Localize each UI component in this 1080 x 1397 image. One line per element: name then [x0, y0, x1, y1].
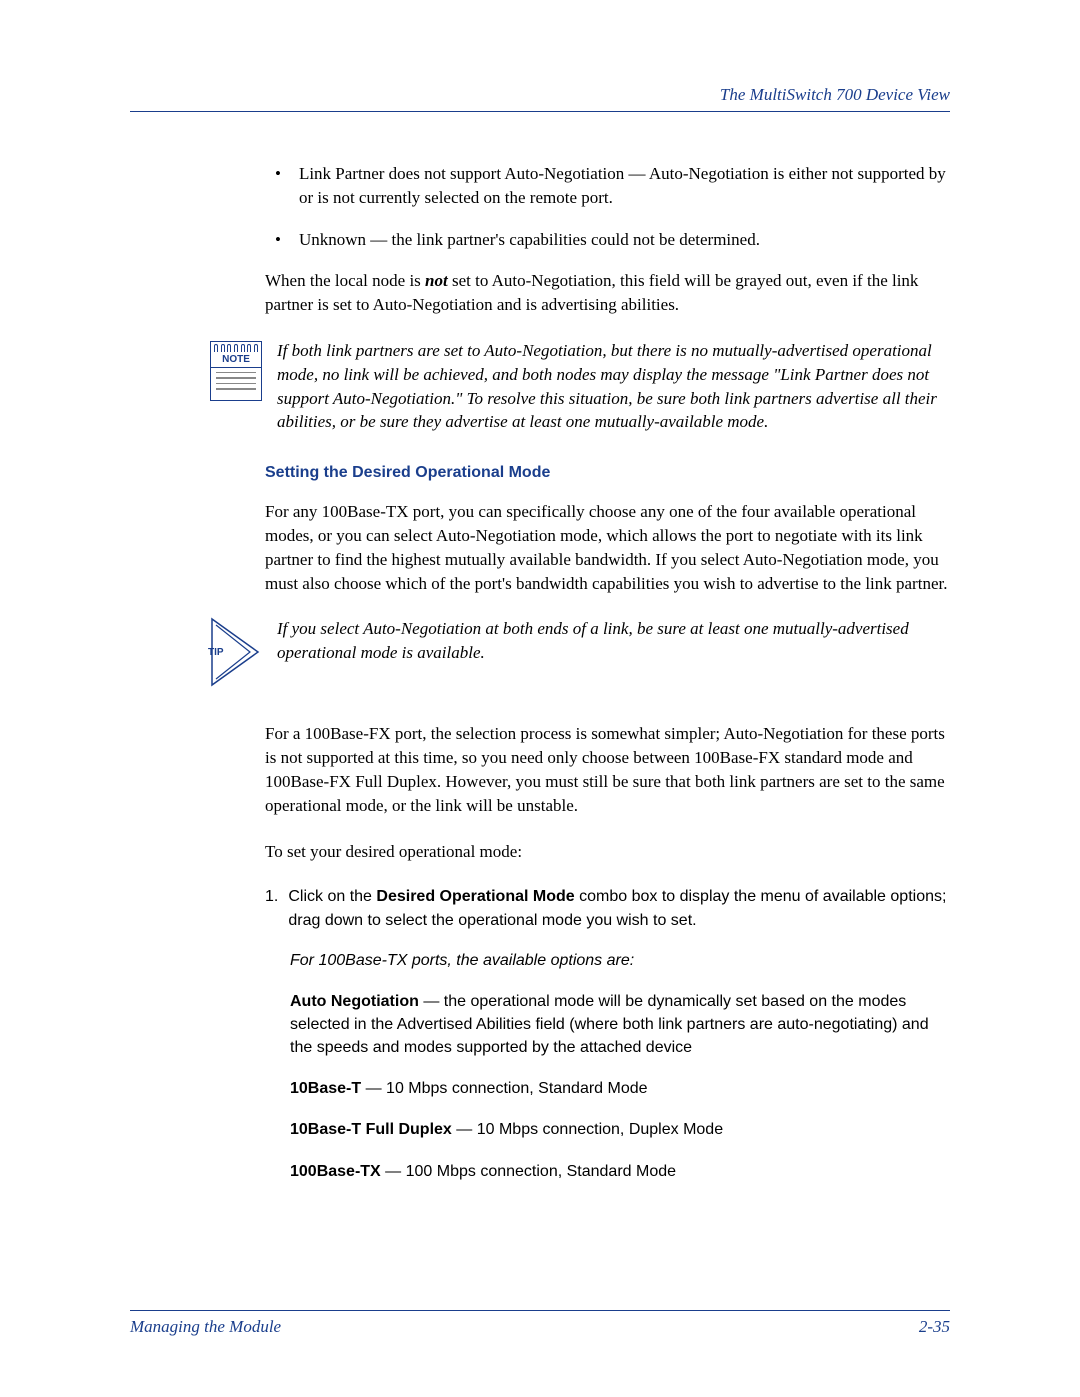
text-fragment: Click on the [288, 888, 376, 905]
header-title: The MultiSwitch 700 Device View [720, 85, 950, 104]
page-number: 2-35 [919, 1317, 950, 1337]
option-item: 100Base-TX — 100 Mbps connection, Standa… [290, 1160, 950, 1183]
footer-left: Managing the Module [130, 1317, 281, 1337]
bullet-item: • Link Partner does not support Auto-Neg… [265, 162, 950, 210]
text-fragment: When the local node is [265, 271, 425, 290]
option-label: 10Base-T [290, 1080, 361, 1097]
note-callout: NOTE If both link partners are set to Au… [210, 339, 950, 434]
paragraph: When the local node is not set to Auto-N… [265, 269, 950, 317]
tip-callout: TIP If you select Auto-Negotiation at bo… [210, 617, 950, 692]
option-label: 100Base-TX [290, 1163, 381, 1180]
option-desc: — 100 Mbps connection, Standard Mode [381, 1163, 676, 1180]
option-desc: — 10 Mbps connection, Standard Mode [361, 1080, 647, 1097]
option-label: Auto Negotiation [290, 993, 419, 1010]
bullet-text: Unknown — the link partner's capabilitie… [299, 228, 760, 252]
note-text: If both link partners are set to Auto-Ne… [277, 339, 950, 434]
option-label: 10Base-T Full Duplex [290, 1121, 452, 1138]
note-icon: NOTE [210, 341, 265, 434]
note-label: NOTE [211, 352, 261, 368]
paragraph: For a 100Base-FX port, the selection pro… [265, 722, 950, 817]
section-heading: Setting the Desired Operational Mode [265, 464, 950, 482]
option-item: 10Base-T Full Duplex — 10 Mbps connectio… [290, 1118, 950, 1141]
step-number: 1. [265, 885, 278, 931]
option-item: 10Base-T — 10 Mbps connection, Standard … [290, 1077, 950, 1100]
tip-text: If you select Auto-Negotiation at both e… [277, 617, 950, 692]
paragraph: For any 100Base-TX port, you can specifi… [265, 500, 950, 595]
bullet-text: Link Partner does not support Auto-Negot… [299, 162, 950, 210]
bullet-marker: • [275, 162, 281, 210]
bullet-marker: • [275, 228, 281, 252]
option-item: Auto Negotiation — the operational mode … [290, 990, 950, 1060]
bold-text: Desired Operational Mode [376, 888, 574, 905]
step-item: 1. Click on the Desired Operational Mode… [265, 885, 950, 931]
option-desc: — 10 Mbps connection, Duplex Mode [452, 1121, 723, 1138]
bold-text: not [425, 271, 448, 290]
options-intro: For 100Base-TX ports, the available opti… [290, 952, 950, 970]
bullet-item: • Unknown — the link partner's capabilit… [265, 228, 950, 252]
page-header: The MultiSwitch 700 Device View [130, 85, 950, 112]
step-text: Click on the Desired Operational Mode co… [288, 885, 950, 931]
paragraph: To set your desired operational mode: [265, 840, 950, 864]
tip-label: TIP [208, 647, 224, 658]
tip-icon: TIP [210, 617, 265, 692]
main-content: • Link Partner does not support Auto-Neg… [265, 162, 950, 1183]
page-footer: Managing the Module 2-35 [130, 1310, 950, 1337]
